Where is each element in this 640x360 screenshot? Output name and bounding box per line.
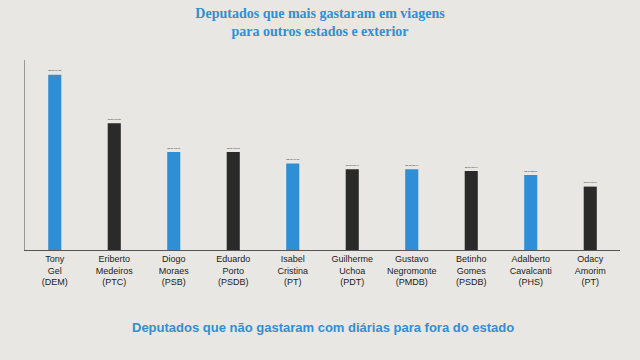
svg-text:R$ 12.738,46: R$ 12.738,46 xyxy=(405,164,419,167)
svg-text:EribertoMedeiros(PTC): EribertoMedeiros(PTC) xyxy=(96,254,134,287)
svg-text:AdalbertoCavalcanti(PHS): AdalbertoCavalcanti(PHS) xyxy=(510,254,552,287)
svg-text:IsabelCristina(PT): IsabelCristina(PT) xyxy=(277,254,308,287)
svg-text:DiogoMoraes(PSB): DiogoMoraes(PSB) xyxy=(159,254,190,287)
svg-text:Deputados que mais gastaram em: Deputados que mais gastaram em viagenspa… xyxy=(195,6,445,39)
svg-text:R$ 12.738,46: R$ 12.738,46 xyxy=(346,164,360,167)
svg-text:R$ 12.459,34: R$ 12.459,34 xyxy=(465,166,479,169)
svg-text:R$ 13.646,35: R$ 13.646,35 xyxy=(286,158,300,161)
svg-text:R$ 27.674,55: R$ 27.674,55 xyxy=(48,69,62,72)
svg-text:R$ 20.017,58: R$ 20.017,58 xyxy=(108,118,122,121)
svg-text:R$ 15.468,13: R$ 15.468,13 xyxy=(227,147,241,150)
svg-text:GustavoNegromonte(PMDB): GustavoNegromonte(PMDB) xyxy=(387,254,437,287)
svg-text:Deputados que não gastaram com: Deputados que não gastaram com diárias p… xyxy=(132,320,514,335)
svg-text:EduardoPorto(PSDB): EduardoPorto(PSDB) xyxy=(216,254,250,287)
svg-text:R$ 10.008,79: R$ 10.008,79 xyxy=(584,181,598,184)
svg-text:GuilhermeUchoa(PDT): GuilhermeUchoa(PDT) xyxy=(331,254,373,287)
svg-text:BetinhoGomes(PSDB): BetinhoGomes(PSDB) xyxy=(456,254,487,287)
svg-text:R$ 11.828,57: R$ 11.828,57 xyxy=(524,170,538,173)
svg-text:R$ 15.468,13: R$ 15.468,13 xyxy=(167,147,181,150)
svg-text:TonyGel(DEM): TonyGel(DEM) xyxy=(42,254,68,287)
svg-text:OdacyAmorim(PT): OdacyAmorim(PT) xyxy=(575,254,606,287)
